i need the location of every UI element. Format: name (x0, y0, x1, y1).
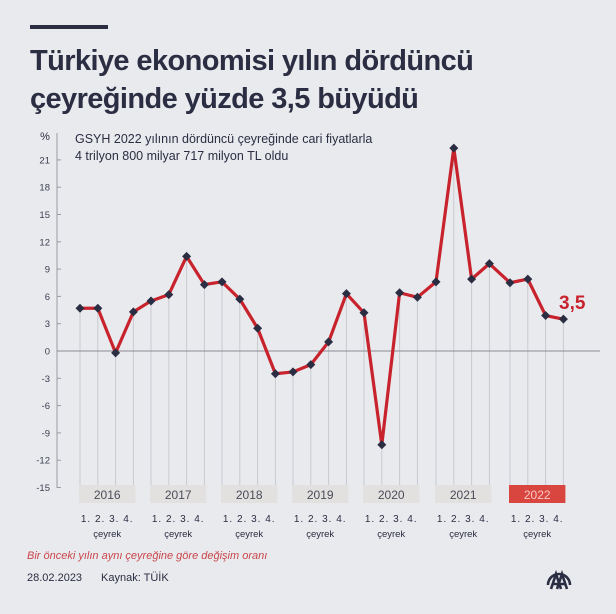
year-label: 2018 (236, 488, 263, 502)
data-series-line (80, 146, 564, 447)
quarter-caption: çeyrek (164, 529, 192, 540)
quarter-caption: çeyrek (93, 529, 121, 540)
y-tick-label: 3 (45, 319, 50, 330)
y-axis-unit: % (40, 131, 50, 143)
quarter-caption: çeyrek (377, 529, 405, 540)
data-point-marker (484, 259, 494, 269)
data-point-marker (523, 274, 533, 284)
data-point-marker (505, 278, 515, 288)
title-line-2: çeyreğinde yüzde 3,5 büyüdü (30, 83, 419, 115)
quarter-numbers: 1. 2. 3. 4. (223, 514, 276, 525)
data-point-marker (288, 367, 298, 377)
data-point-marker (541, 311, 551, 321)
data-point-marker (182, 251, 192, 261)
year-box (363, 485, 420, 503)
quarter-numbers: 1. 2. 3. 4. (511, 514, 564, 525)
quarter-caption: çeyrek (306, 529, 334, 540)
data-point-marker (75, 303, 85, 313)
quarter-numbers: 1. 2. 3. 4. (81, 514, 134, 525)
year-labels: 2016 2017 2018 2019 2020 2021 2022 (79, 485, 566, 503)
chart-note: Bir önceki yılın aynı çeyreğine göre değ… (27, 550, 268, 562)
data-point-marker (199, 280, 209, 290)
year-box (292, 485, 349, 503)
y-tick-label: -15 (36, 483, 50, 494)
x-guide-lines (79, 148, 564, 485)
quarter-numbers: 1. 2. 3. 4. (294, 514, 347, 525)
data-point-marker (306, 360, 316, 370)
y-tick-label: -9 (42, 428, 50, 439)
data-point-marker (449, 143, 459, 153)
quarter-numbers: 1. 2. 3. 4. (437, 514, 490, 525)
data-point-marker (164, 290, 174, 300)
year-label: 2021 (450, 488, 477, 502)
quarter-caption: çeyrek (523, 529, 551, 540)
title-line-1: Türkiye ekonomisi yılın dördüncü (30, 45, 474, 77)
year-label: 2022 (524, 488, 551, 502)
latest-value-label: 3,5 (559, 293, 586, 314)
y-tick-label: 0 (45, 347, 50, 358)
y-axis: % 21 18 15 12 9 6 3 0 -3 -6 -9 -12 -15 (36, 131, 61, 494)
year-box (435, 485, 492, 503)
subtitle-line-2: 4 trilyon 800 milyar 717 milyon TL oldu (75, 149, 289, 163)
publish-date: 28.02.2023 (27, 572, 83, 584)
year-box (509, 485, 566, 503)
y-tick-label: 6 (45, 292, 50, 303)
chart-subtitle: GSYH 2022 yılının dördüncü çeyreğinde ca… (75, 131, 372, 165)
data-point-marker (111, 348, 121, 358)
quarter-caption: çeyrek (235, 529, 263, 540)
data-point-marker (217, 277, 227, 287)
data-point-marker (431, 277, 441, 287)
data-source: Kaynak: TÜİK (101, 572, 169, 584)
growth-rate-line (80, 146, 564, 447)
year-label: 2020 (378, 488, 405, 502)
year-box (79, 485, 136, 503)
data-point-marker (146, 296, 156, 306)
data-point-marker (270, 369, 280, 379)
quarter-labels: 1. 2. 3. 4. çeyrek 1. 2. 3. 4. çeyrek 1. 2. … (81, 514, 564, 540)
data-point-marker (412, 292, 422, 302)
year-label: 2019 (307, 488, 334, 502)
y-tick-label: 18 (39, 183, 50, 194)
data-markers (75, 143, 568, 450)
data-point-marker (467, 274, 477, 284)
year-label: 2017 (165, 488, 192, 502)
data-point-marker (93, 303, 103, 313)
y-tick-label: -6 (42, 401, 50, 412)
year-box (221, 485, 278, 503)
quarter-numbers: 1. 2. 3. 4. (365, 514, 418, 525)
year-label: 2016 (94, 488, 121, 502)
y-tick-label: -12 (36, 456, 50, 467)
data-point-marker (395, 288, 405, 298)
data-point-marker (359, 308, 369, 318)
data-point-marker (235, 294, 245, 304)
quarter-caption: çeyrek (449, 529, 477, 540)
y-tick-label: 12 (39, 237, 50, 248)
subtitle-line-1: GSYH 2022 yılının dördüncü çeyreğinde ca… (75, 132, 373, 146)
data-point-marker (377, 440, 387, 450)
aa-logo-icon (546, 569, 572, 590)
data-point-marker (324, 337, 334, 347)
y-tick-label: 21 (39, 155, 50, 166)
data-point-marker (253, 323, 263, 333)
y-tick-label: -3 (42, 374, 50, 385)
y-tick-label: 9 (45, 265, 50, 276)
data-point-marker (341, 289, 351, 299)
title-accent-bar (30, 25, 108, 29)
year-box (150, 485, 207, 503)
data-point-marker (558, 314, 568, 324)
y-tick-label: 15 (39, 210, 50, 221)
quarter-numbers: 1. 2. 3. 4. (152, 514, 205, 525)
data-point-marker (128, 307, 138, 317)
page-title: Türkiye ekonomisi yılın dördüncü çeyreği… (30, 42, 590, 118)
